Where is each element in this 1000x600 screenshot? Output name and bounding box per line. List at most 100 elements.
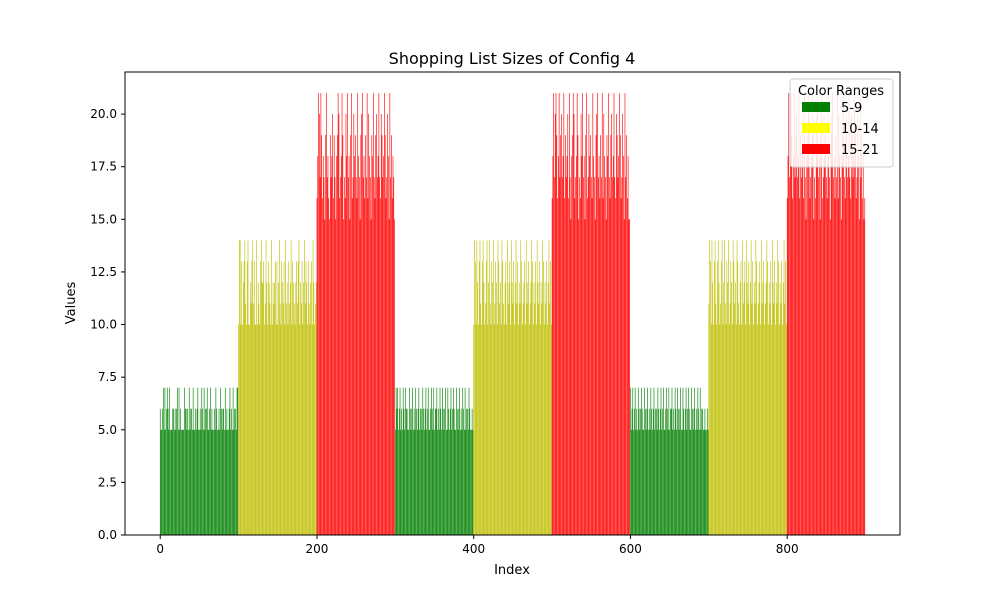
bar (485, 303, 486, 535)
bar (694, 387, 696, 535)
bar (256, 240, 257, 536)
bar (614, 177, 616, 536)
bar (757, 303, 759, 535)
bar (471, 408, 473, 535)
bar (641, 408, 643, 535)
bar (852, 177, 854, 536)
bar (732, 324, 733, 535)
bar (275, 261, 276, 535)
bar (434, 429, 435, 535)
bar (267, 324, 268, 535)
bar (704, 408, 706, 535)
bar (159, 408, 161, 535)
bar (413, 429, 414, 535)
bar (192, 387, 194, 535)
y-tick-label: 17.5 (90, 160, 117, 174)
bar (791, 135, 793, 535)
bar (486, 240, 488, 536)
bar (478, 261, 480, 535)
bar (512, 303, 514, 535)
bar (271, 240, 272, 536)
bar (379, 177, 380, 536)
bar (304, 240, 305, 536)
bar (281, 261, 283, 535)
bar (724, 303, 726, 535)
bar (321, 135, 322, 535)
bar (333, 198, 334, 535)
bar (739, 282, 741, 535)
bar (304, 303, 306, 535)
bar (398, 408, 400, 535)
bar (406, 408, 408, 535)
bar (211, 408, 213, 535)
bar (355, 177, 357, 536)
bar (514, 282, 516, 535)
bar (310, 282, 312, 535)
bar (788, 93, 790, 536)
bar (805, 219, 807, 535)
bar (180, 408, 181, 535)
bar (204, 429, 206, 535)
bar (441, 429, 442, 535)
bar (284, 324, 286, 535)
bar (680, 387, 681, 535)
bar (615, 198, 616, 535)
bar (397, 387, 398, 535)
bar (264, 303, 266, 535)
bar (433, 387, 435, 535)
bar (605, 219, 607, 535)
bar (767, 261, 768, 535)
bar (579, 177, 580, 536)
bar (624, 93, 626, 536)
bar (592, 93, 594, 536)
bar (240, 324, 242, 535)
bar (748, 261, 750, 535)
bar (262, 282, 264, 535)
bar (790, 93, 792, 536)
bar (520, 240, 522, 536)
bar (692, 408, 693, 535)
bar (524, 261, 525, 535)
bar (442, 408, 444, 535)
bar (621, 177, 623, 536)
bar (462, 387, 464, 535)
bar (226, 408, 228, 535)
x-axis-label: Index (494, 563, 530, 578)
bar (415, 387, 417, 535)
legend-label: 15-21 (841, 143, 879, 158)
bar (755, 240, 757, 536)
bar (710, 261, 711, 535)
bar (342, 135, 344, 535)
bar (586, 93, 587, 536)
x-tick-label: 200 (306, 542, 329, 556)
chart-title: Shopping List Sizes of Config 4 (389, 49, 636, 68)
bar (427, 387, 429, 535)
bar (819, 156, 820, 535)
bar (316, 198, 318, 535)
bar (531, 240, 533, 536)
bar (634, 408, 635, 535)
bar (178, 387, 180, 535)
bar (648, 408, 650, 535)
bar (494, 303, 496, 535)
x-axis-ticks: 0 200 400 600 800 (156, 535, 799, 556)
bar (681, 429, 683, 535)
bar (655, 408, 656, 535)
bar (339, 198, 341, 535)
bar (341, 93, 343, 536)
bar (294, 324, 296, 535)
bar (177, 429, 179, 535)
bar (617, 177, 619, 536)
bar (566, 156, 568, 535)
bar (482, 261, 483, 535)
bar (572, 93, 574, 536)
bar (625, 177, 627, 536)
bar (686, 429, 688, 535)
bar (607, 156, 609, 535)
bar (282, 282, 283, 535)
bar (455, 429, 456, 535)
bar (797, 156, 799, 535)
bar (556, 135, 558, 535)
bar (436, 387, 438, 535)
bar (409, 408, 411, 535)
